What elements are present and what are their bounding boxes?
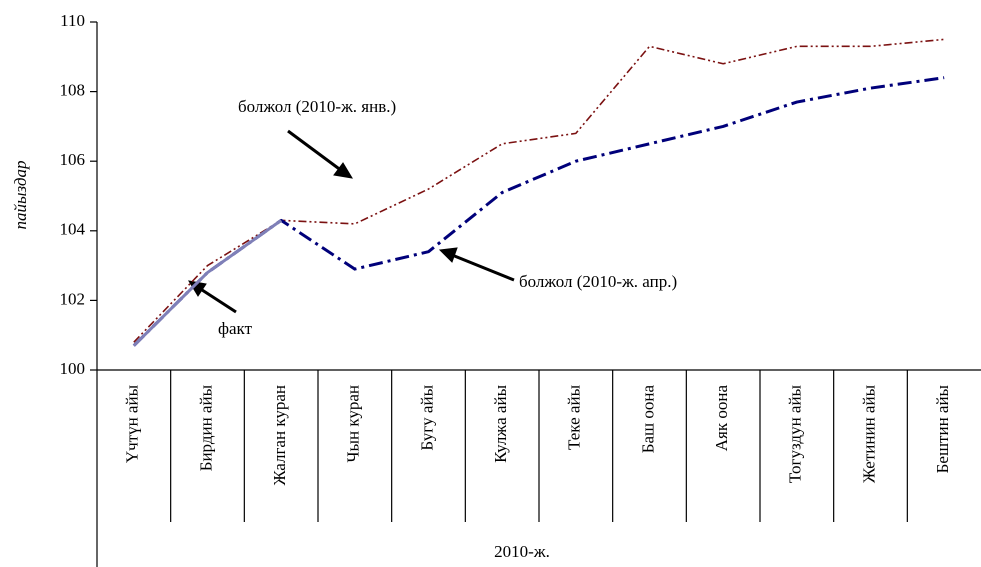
x-tick-label: Аяк оона	[712, 385, 731, 452]
x-tick-label: Жалган куран	[270, 385, 289, 486]
y-tick-label: 106	[60, 150, 86, 169]
arrow	[287, 129, 343, 173]
x-tick-label: Тогуздун айы	[786, 384, 805, 483]
x-axis-label: 2010-ж.	[494, 542, 550, 561]
x-tick-label: Теке айы	[565, 384, 584, 450]
arrow-head	[438, 247, 458, 263]
y-tick-label: 104	[60, 220, 86, 239]
y-tick-label: 108	[60, 81, 86, 100]
x-tick-label: Кулжа айы	[491, 384, 510, 462]
series-line	[132, 219, 283, 347]
x-tick-label: Бирдин айы	[196, 384, 215, 471]
x-tick-label: Баш оона	[638, 385, 657, 454]
arrow	[198, 286, 237, 314]
x-tick-label: Бештин айы	[933, 384, 952, 473]
x-tick-label: Бугу айы	[417, 384, 436, 450]
arrow	[451, 253, 515, 282]
x-tick-label: Жетинин айы	[859, 384, 878, 483]
x-tick-label: Чын куран	[344, 385, 363, 462]
series-line	[132, 76, 945, 347]
arrow-head	[333, 162, 353, 179]
series-line	[133, 38, 945, 343]
y-tick-label: 102	[60, 289, 86, 308]
annotation: факт	[218, 319, 253, 338]
annotation: болжол (2010-ж. янв.)	[238, 97, 396, 116]
annotation: болжол (2010-ж. апр.)	[519, 272, 677, 291]
y-tick-label: 100	[60, 359, 86, 378]
y-tick-label: 110	[60, 11, 85, 30]
y-axis-label: пайыздар	[11, 160, 30, 229]
x-tick-label: Үчтүн айы	[123, 384, 142, 463]
